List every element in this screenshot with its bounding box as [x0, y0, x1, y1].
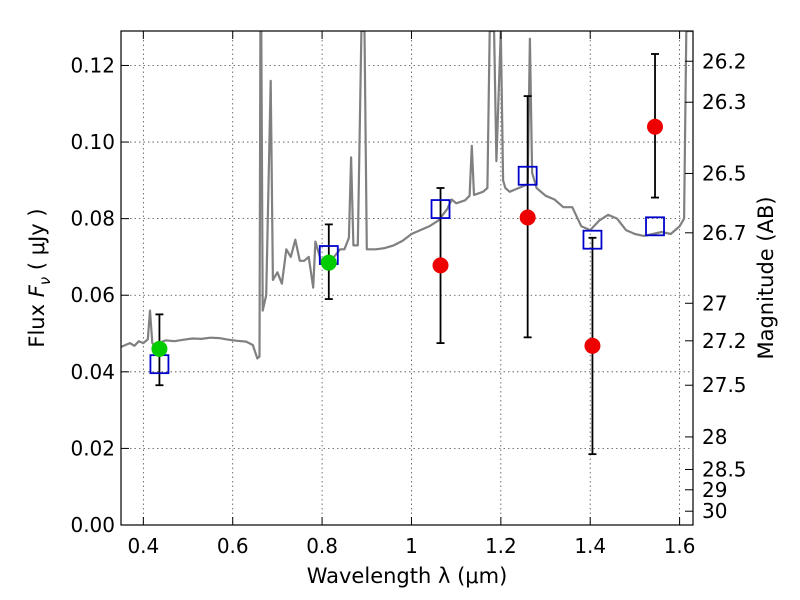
x-tick-label: 1: [405, 534, 418, 558]
x-tick-label: 0.8: [306, 534, 338, 558]
error-bars: [155, 53, 660, 456]
y2-tick-label: 28: [702, 425, 727, 449]
y2-tick-label: 29: [702, 478, 727, 502]
y2-tick-label: 28.5: [702, 457, 747, 481]
x-tick-label: 0.6: [217, 534, 249, 558]
y-tick-label: 0.02: [70, 436, 115, 460]
y-axis-label-symbol: F: [25, 284, 49, 297]
y2-tick-label: 26.3: [702, 90, 747, 114]
y-tick-label: 0.12: [70, 53, 115, 77]
y-axis-label-lead: Flux: [25, 297, 49, 347]
y-tick-label: 0.06: [70, 283, 115, 307]
y2-tick-label: 26.7: [702, 221, 747, 245]
green-data-point: [320, 254, 337, 271]
y2-tick-label: 26.5: [702, 161, 747, 185]
y-axis-label-units: ( μJy ): [25, 208, 49, 276]
y-tick-label: 0.00: [70, 513, 115, 537]
x-tick-label: 1.4: [574, 534, 606, 558]
red-data-point: [432, 257, 449, 274]
x-tick-label: 0.4: [127, 534, 159, 558]
x-axis-label: Wavelength λ (μm): [307, 564, 508, 588]
y-tick-label: 0.10: [70, 130, 115, 154]
x-tick-label: 1.2: [485, 534, 517, 558]
y2-tick-label: 27: [702, 291, 727, 315]
y-tick-label: 0.04: [70, 360, 115, 384]
model-square-point: [582, 229, 603, 250]
green-data-point: [151, 340, 168, 357]
y-axis-label: Flux Fν ( μJy ): [25, 208, 54, 347]
x-tick-label: 1.6: [664, 534, 696, 558]
y2-tick-label: 30: [702, 499, 727, 523]
y-axis-label-subscript: ν: [36, 277, 54, 285]
red-data-point: [519, 209, 536, 226]
axis-ticks: 0.4 0.6 0.8 1 1.2 1.4 1.6 0.00 0.02 0.04 0.06 0.08 0…: [70, 31, 747, 558]
model-square-point: [430, 199, 451, 219]
red-data-point: [647, 118, 664, 135]
model-square-point: [517, 165, 538, 186]
y-tick-label: 0.08: [70, 207, 115, 231]
y2-tick-label: 27.5: [702, 373, 747, 397]
y2-tick-label: 26.2: [702, 49, 747, 73]
markers: [149, 118, 665, 375]
plot-frame: [120, 30, 694, 526]
y2-axis-label: Magnitude (AB): [754, 196, 778, 359]
red-data-point: [584, 337, 601, 354]
model-square-point: [645, 216, 665, 237]
y2-tick-label: 27.2: [702, 329, 747, 353]
grid: [121, 31, 693, 525]
spectrum: [121, 31, 693, 360]
spectrum-line: [121, 31, 693, 360]
